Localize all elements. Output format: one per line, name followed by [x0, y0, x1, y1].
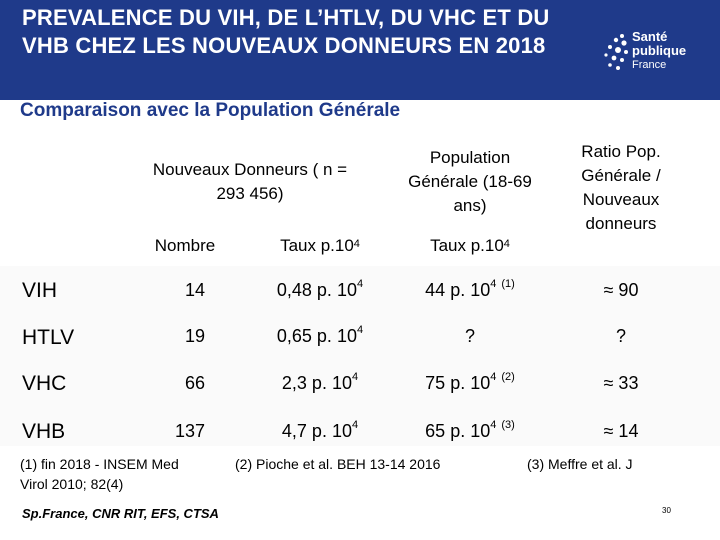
cell-taux: 4,7 p. 104 — [281, 419, 359, 441]
source-credits: Sp.France, CNR RIT, EFS, CTSA — [22, 506, 219, 521]
header-nouveaux-donneurs: Nouveaux Donneurs ( n = 293 456) — [152, 160, 348, 203]
cell-nombre: 66 — [184, 373, 206, 393]
cell-ratio: ≈ 14 — [603, 421, 639, 441]
cell-pop: ? — [464, 326, 475, 346]
row-label: VHC — [22, 372, 67, 395]
cell-taux: 0,48 p. 104 — [276, 278, 364, 300]
cell-ratio: ≈ 33 — [603, 373, 639, 393]
table-body-background — [0, 266, 720, 446]
row-label: VIH — [22, 279, 58, 302]
slide-title: PREVALENCE DU VIH, DE L’HTLV, DU VHC ET … — [22, 5, 550, 58]
cell-pop: 75 p. 104 (2) — [425, 371, 515, 393]
cell-pop: 44 p. 104 (1) — [425, 278, 515, 300]
header-population-generale: Population Générale (18-69 ans) — [408, 148, 532, 215]
row-label: VHB — [22, 420, 66, 443]
cell-pop: 65 p. 104 (3) — [425, 419, 515, 441]
header-taux-nd: Taux p.104 — [280, 236, 360, 255]
cell-nombre: 14 — [184, 280, 206, 300]
cell-taux: 0,65 p. 104 — [276, 324, 364, 346]
header-taux-pop: Taux p.104 — [430, 236, 510, 255]
cell-taux: 2,3 p. 104 — [281, 371, 359, 393]
cell-ratio: ? — [615, 326, 626, 346]
footnote-1: (1) fin 2018 - INSEM Med Virol 2010; 82(… — [20, 456, 179, 492]
cell-ratio: ≈ 90 — [603, 280, 639, 300]
row-label: HTLV — [22, 326, 75, 349]
footnote-3: (3) Meffre et al. J — [527, 456, 633, 472]
title-banner: PREVALENCE DU VIH, DE L’HTLV, DU VHC ET … — [0, 0, 720, 100]
cell-nombre: 137 — [174, 421, 206, 441]
logo-dots-icon — [604, 34, 628, 70]
slide-subtitle: Comparaison avec la Population Générale — [20, 100, 401, 121]
sante-publique-france-logo: Santé publique France — [602, 30, 702, 76]
header-ratio: Ratio Pop. Générale / Nouveaux donneurs — [581, 142, 661, 233]
logo-text: Santé publique France — [632, 29, 687, 72]
header-nombre: Nombre — [154, 236, 216, 255]
cell-nombre: 19 — [184, 326, 206, 346]
footnote-2: (2) Pioche et al. BEH 13-14 2016 — [235, 456, 441, 472]
page-number: 30 — [662, 506, 671, 515]
